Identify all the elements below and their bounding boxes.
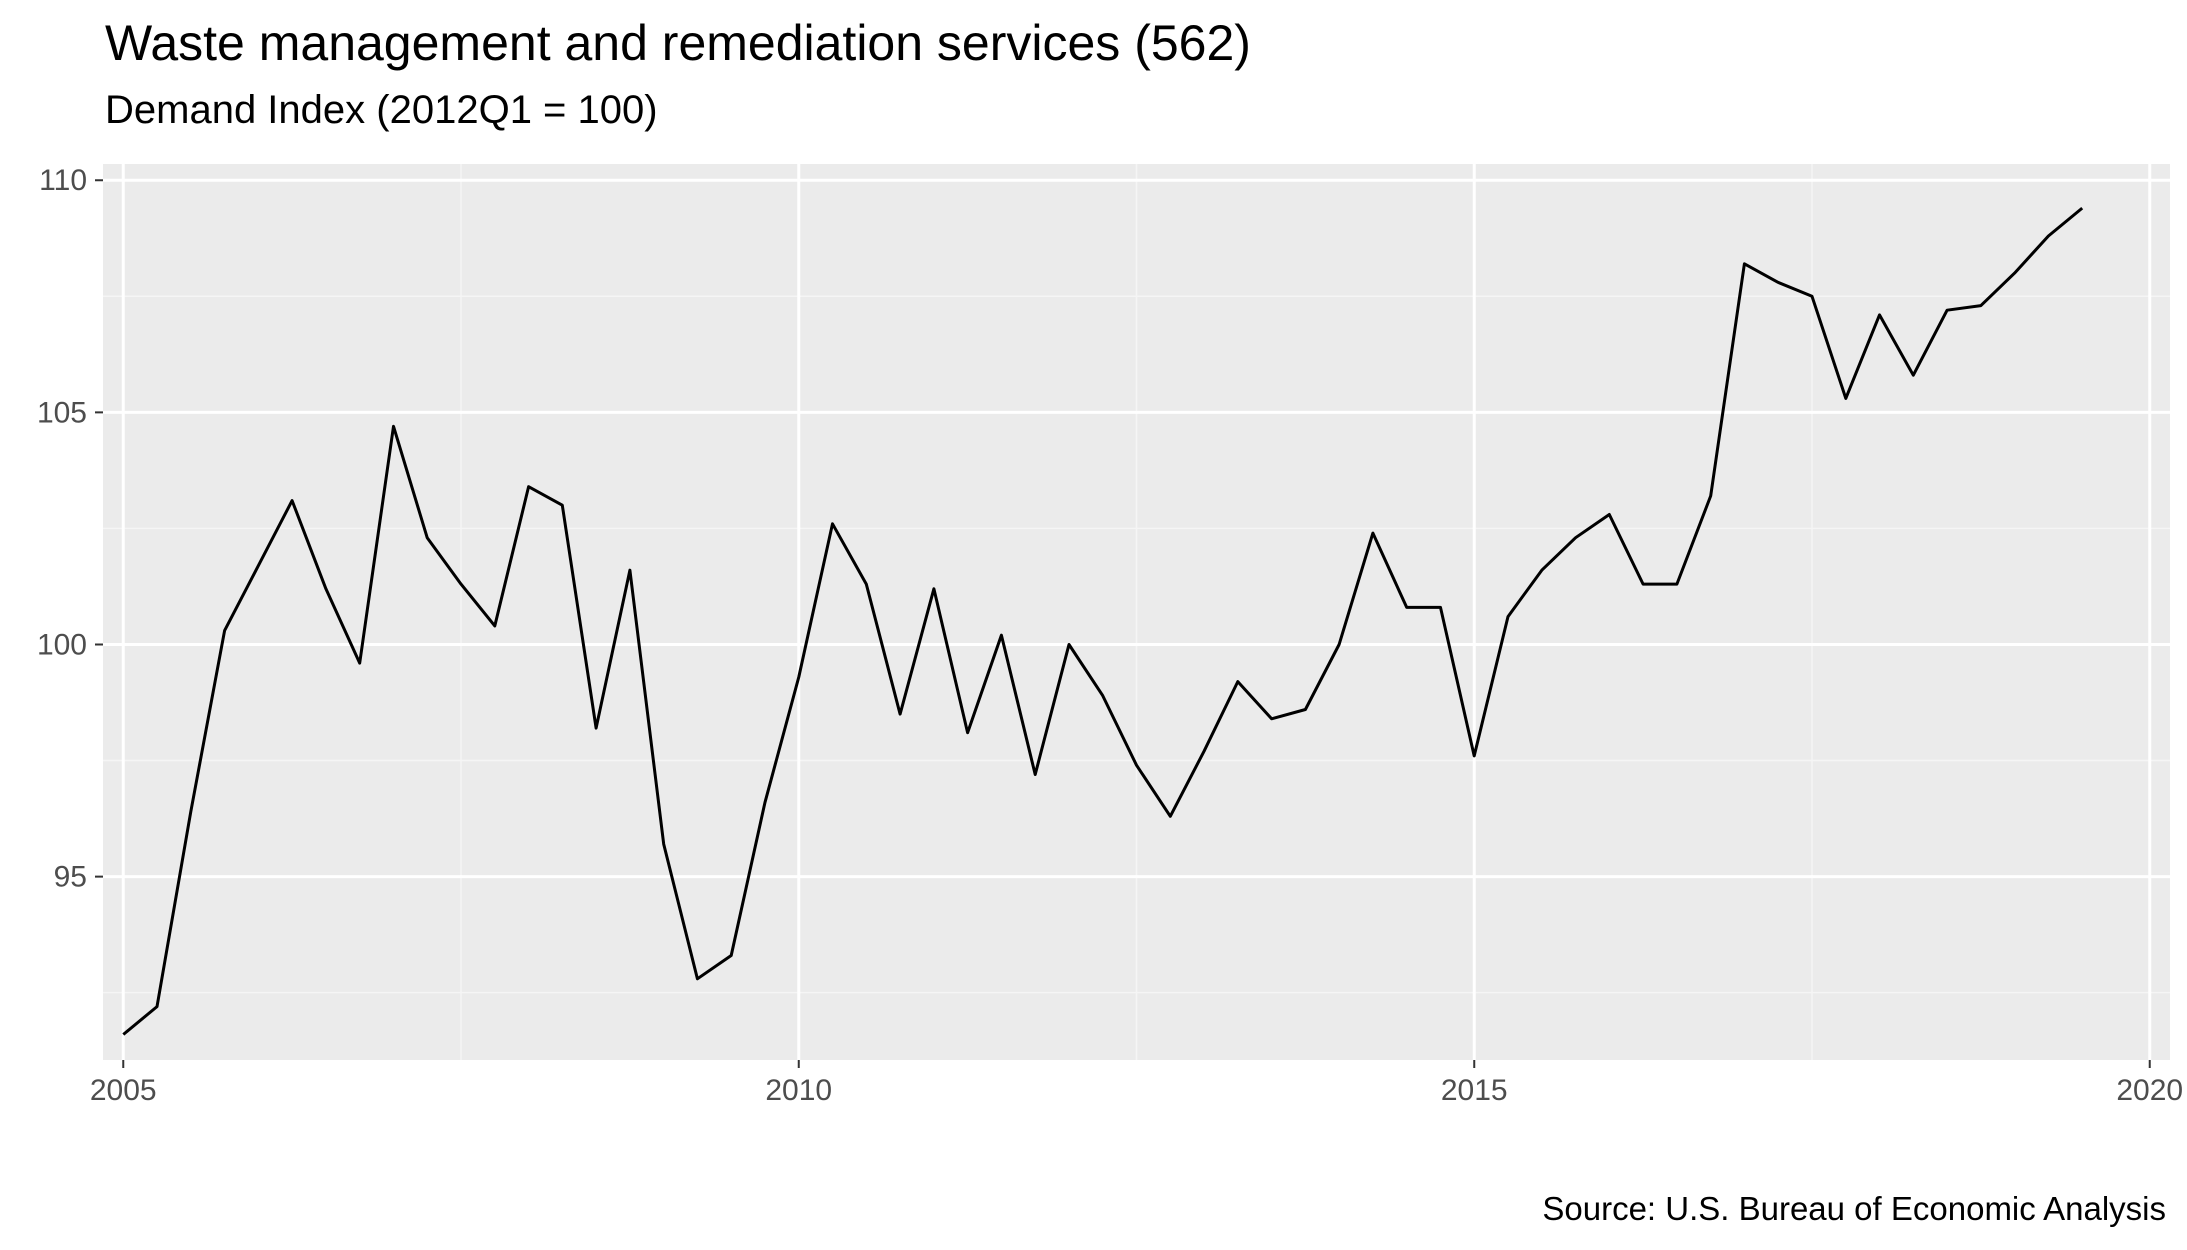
x-tick-label: 2020 [2116, 1074, 2183, 1107]
series-layer [122, 206, 2084, 1036]
minor-gridlines [103, 164, 2170, 1060]
x-tick-label: 2010 [765, 1074, 832, 1107]
axis-ticks: 2005 2010 2015 2020 95 100 105 110 [37, 164, 2183, 1107]
chart-subtitle: Demand Index (2012Q1 = 100) [105, 88, 658, 132]
x-tick-label: 2015 [1441, 1074, 1508, 1107]
major-gridlines [103, 164, 2170, 1060]
y-tick-label: 105 [37, 396, 87, 429]
y-tick-label: 110 [39, 164, 87, 197]
x-tick-label: 2005 [90, 1074, 157, 1107]
series-line [122, 206, 2084, 1036]
chart-title: Waste management and remediation service… [105, 15, 1251, 71]
source-caption: Source: U.S. Bureau of Economic Analysis [1542, 1190, 2166, 1227]
y-tick-label: 100 [37, 628, 87, 661]
y-tick-label: 95 [54, 861, 87, 894]
